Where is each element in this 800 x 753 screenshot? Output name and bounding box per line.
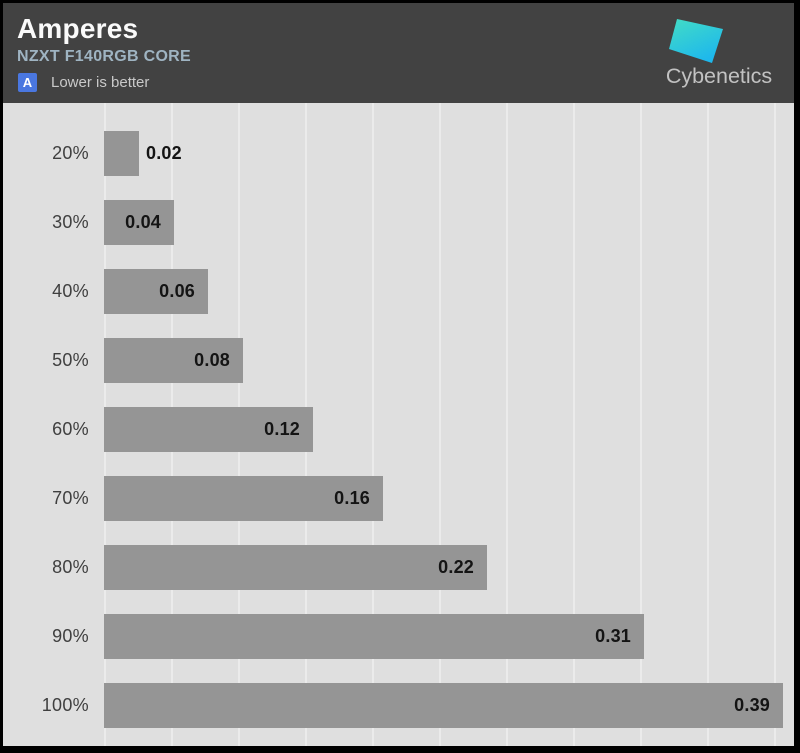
bar <box>104 476 383 521</box>
bar-row: 70% 0.16 <box>3 464 794 533</box>
value-label: 0.22 <box>438 557 474 577</box>
value-label: 0.04 <box>125 212 161 232</box>
gridline <box>506 103 508 746</box>
rating-badge: A <box>18 73 37 92</box>
bar-track: 0.12 <box>104 407 794 452</box>
value-label: 0.12 <box>264 419 300 439</box>
bar-track: 0.39 <box>104 683 794 728</box>
bar <box>104 614 644 659</box>
bar-track: 0.08 <box>104 338 794 383</box>
bar-row: 30% 0.04 <box>3 188 794 257</box>
value-label: 0.02 <box>146 143 182 163</box>
bar <box>104 269 208 314</box>
gridline <box>774 103 776 746</box>
value-label: 0.08 <box>194 350 230 370</box>
bar-row: 90% 0.31 <box>3 602 794 671</box>
cybenetics-logo: Cybenetics <box>646 9 792 95</box>
bar <box>104 131 139 176</box>
bar-track: 0.31 <box>104 614 794 659</box>
category-label: 20% <box>52 143 89 163</box>
bar-track: 0.02 <box>104 131 794 176</box>
lower-is-better-label: Lower is better <box>51 74 150 91</box>
rating-row: A Lower is better <box>18 73 794 92</box>
value-label: 0.06 <box>159 281 195 301</box>
bar <box>104 200 174 245</box>
bar-row: 40% 0.06 <box>3 257 794 326</box>
bar <box>104 407 313 452</box>
category-label: 90% <box>52 626 89 646</box>
bar <box>104 338 243 383</box>
bar-track: 0.16 <box>104 476 794 521</box>
bar-chart-plot-area: 20% 0.02 30% 0.04 40% 0.06 50% 0.08 60% 0.12 70% 0.… <box>3 103 794 746</box>
bar-row: 80% 0.22 <box>3 533 794 602</box>
category-label: 30% <box>52 212 89 232</box>
category-label: 80% <box>52 557 89 577</box>
cybenetics-logo-text: Cybenetics <box>666 64 772 88</box>
category-label: 60% <box>52 419 89 439</box>
bar-track: 0.04 <box>104 200 794 245</box>
cybenetics-logo-graphic: Cybenetics <box>666 19 772 88</box>
bar-rows: 20% 0.02 30% 0.04 40% 0.06 50% 0.08 60% 0.12 70% 0.… <box>3 103 794 740</box>
bar <box>104 545 487 590</box>
category-label: 40% <box>52 281 89 301</box>
cybenetics-parallelogram-icon <box>669 19 723 63</box>
value-label: 0.31 <box>595 626 631 646</box>
category-label: 100% <box>41 695 89 715</box>
value-label: 0.16 <box>334 488 370 508</box>
bar-track: 0.06 <box>104 269 794 314</box>
chart-header: Amperes NZXT F140RGB CORE A Lower is bet… <box>3 3 794 103</box>
category-label: 70% <box>52 488 89 508</box>
gridline <box>573 103 575 746</box>
category-label: 50% <box>52 350 89 370</box>
gridline <box>707 103 709 746</box>
bar-track: 0.22 <box>104 545 794 590</box>
gridline <box>640 103 642 746</box>
chart-subtitle: NZXT F140RGB CORE <box>17 48 192 65</box>
bar-row: 100% 0.39 <box>3 671 794 740</box>
value-label: 0.39 <box>734 695 770 715</box>
gridline <box>439 103 441 746</box>
bar <box>104 683 783 728</box>
bar-row: 50% 0.08 <box>3 326 794 395</box>
gridline <box>372 103 374 746</box>
bar-row: 60% 0.12 <box>3 395 794 464</box>
chart-title: Amperes <box>17 13 139 44</box>
bar-row: 20% 0.02 <box>3 119 794 188</box>
